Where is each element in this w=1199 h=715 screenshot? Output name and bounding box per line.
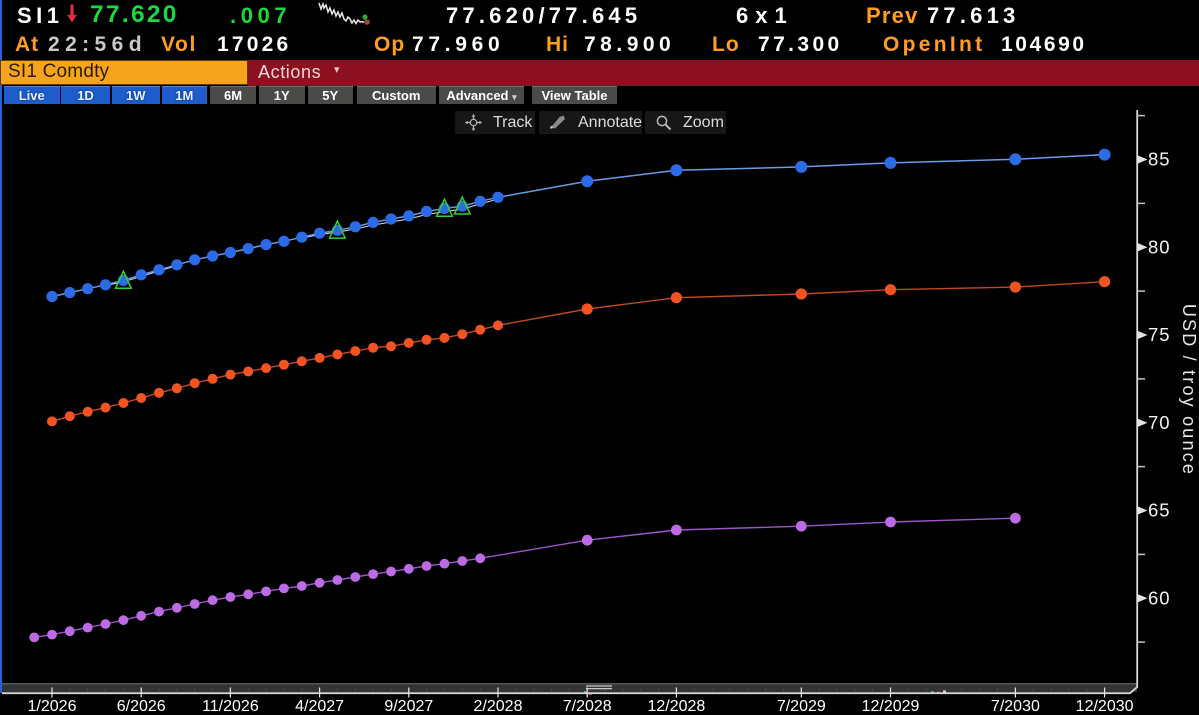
svg-text:11/2026: 11/2026 (202, 698, 259, 715)
svg-text:12/2029: 12/2029 (862, 698, 920, 715)
svg-text:12/2028: 12/2028 (647, 698, 705, 715)
svg-text:USD / troy ounce: USD / troy ounce (1179, 304, 1199, 476)
svg-text:75: 75 (1148, 324, 1171, 345)
svg-text:60: 60 (1148, 588, 1171, 609)
svg-text:7/2029: 7/2029 (777, 698, 826, 715)
svg-text:80: 80 (1148, 236, 1171, 257)
svg-text:2/2028: 2/2028 (474, 698, 523, 715)
svg-text:85: 85 (1148, 149, 1171, 170)
svg-text:65: 65 (1148, 500, 1171, 521)
svg-text:12/2030: 12/2030 (1076, 698, 1134, 715)
svg-text:4/2027: 4/2027 (295, 698, 344, 715)
svg-text:6/2026: 6/2026 (117, 698, 166, 715)
svg-text:7/2028: 7/2028 (563, 698, 612, 715)
svg-text:1/2026: 1/2026 (28, 698, 77, 715)
svg-text:7/2030: 7/2030 (991, 698, 1040, 715)
svg-text:9/2027: 9/2027 (384, 698, 433, 715)
svg-text:70: 70 (1148, 412, 1171, 433)
